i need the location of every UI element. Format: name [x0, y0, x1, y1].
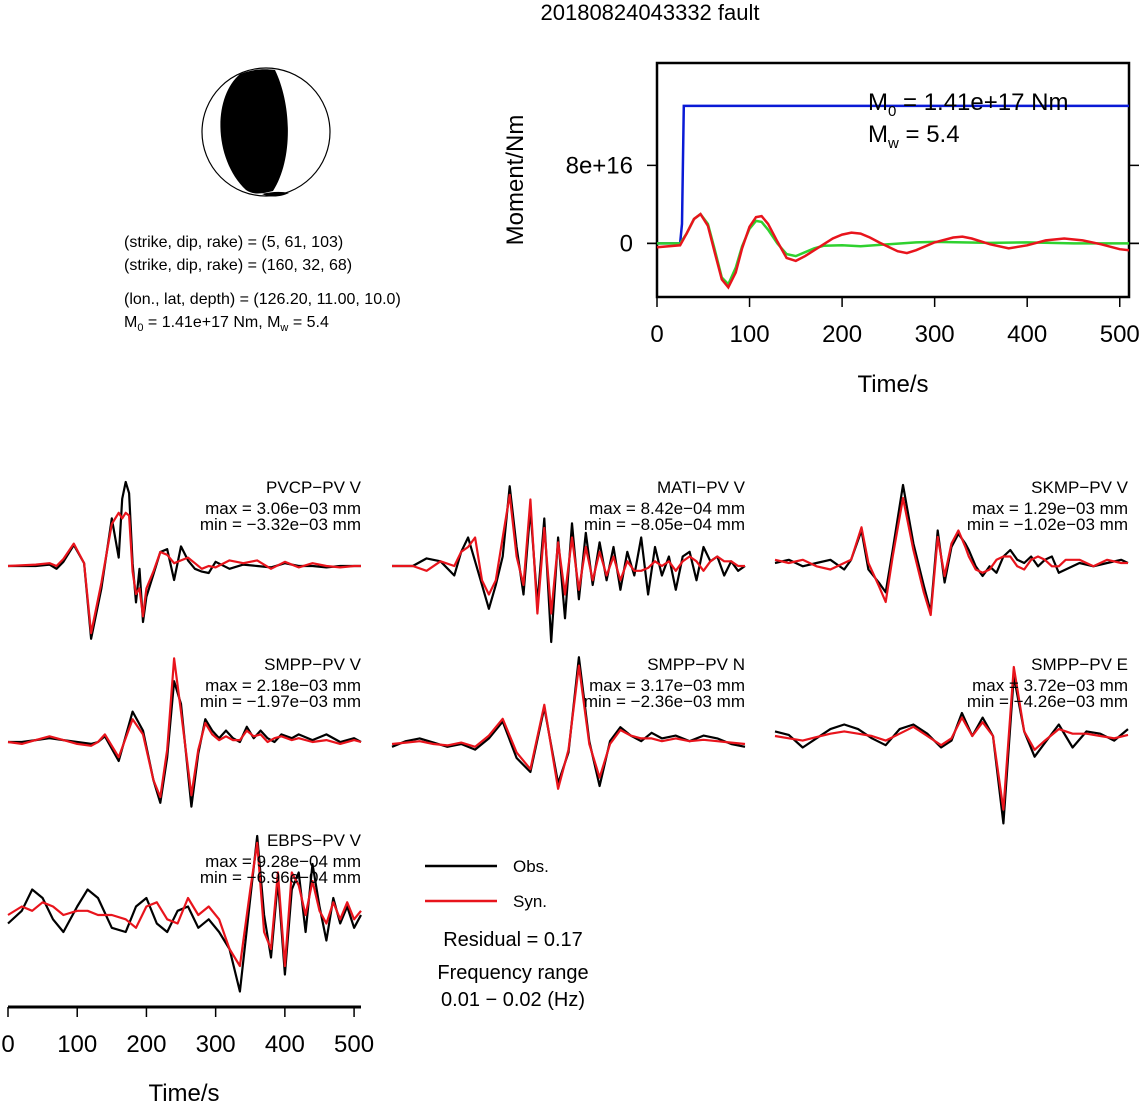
moment-text-m: M — [124, 314, 137, 331]
moment-xtick-label: 200 — [822, 321, 862, 348]
station-label: SMPP−PV V — [264, 655, 362, 674]
waveform-xtick-label: 300 — [196, 1031, 236, 1058]
waveform-xtick-label: 200 — [126, 1031, 166, 1058]
moment-series-group — [656, 104, 1130, 290]
freq-range-title: Frequency range — [437, 962, 588, 984]
moment-m0-annotation: M0 = 1.41e+17 Nm — [868, 89, 1068, 120]
plane2-text: (strike, dip, rake) = (160, 32, 68) — [124, 257, 352, 274]
residual-text: Residual = 0.17 — [443, 929, 583, 951]
legend: Obs. Syn. Residual = 0.17 Frequency rang… — [425, 857, 589, 1011]
station-label: SMPP−PV N — [647, 655, 745, 674]
station-label: SMPP−PV E — [1031, 655, 1128, 674]
moment-text: M0 = 1.41e+17 Nm, Mw = 5.4 — [124, 314, 329, 334]
moment-text-subw: w — [279, 322, 288, 334]
moment-axes-group: 0 8e+16 0 100 200 300 400 500 — [566, 152, 1140, 348]
moment-ytick-label: 0 — [620, 230, 633, 257]
max-amplitude-label: max = 8.42e−04 mm — [589, 499, 745, 518]
min-amplitude-label: min = −8.05e−04 mm — [584, 515, 745, 534]
m0-annotation-m: M — [868, 89, 888, 116]
moment-series-blue — [657, 104, 1129, 245]
synthetic-trace — [774, 496, 1128, 617]
max-amplitude-label: max = 9.28e−04 mm — [205, 852, 361, 871]
beachball — [201, 67, 331, 197]
min-amplitude-label: min = −4.26e−03 mm — [967, 692, 1128, 711]
m0-annotation-value: = 1.41e+17 Nm — [896, 89, 1068, 116]
moment-text-value: = 1.41e+17 Nm, M — [143, 314, 280, 331]
synthetic-trace — [391, 664, 746, 790]
max-amplitude-label: max = 3.72e−03 mm — [972, 676, 1128, 695]
m0-annotation-sub: 0 — [888, 103, 896, 120]
min-amplitude-label: min = −1.97e−03 mm — [200, 692, 361, 711]
moment-ylabel: Moment/Nm — [502, 115, 529, 246]
moment-plot-frame — [655, 61, 1131, 299]
moment-series-red — [656, 212, 1130, 290]
waveform-xtick-label: 500 — [334, 1031, 374, 1058]
min-amplitude-label: min = −1.02e−03 mm — [967, 515, 1128, 534]
observed-trace — [392, 485, 746, 644]
mw-annotation-value: = 5.4 — [899, 121, 960, 148]
observed-trace — [391, 656, 746, 788]
synthetic-trace — [7, 511, 361, 635]
station-label: EBPS−PV V — [267, 831, 362, 850]
station-label: MATI−PV V — [657, 478, 746, 497]
max-amplitude-label: max = 1.29e−03 mm — [972, 499, 1128, 518]
figure-title: 20180824043332 fault — [541, 0, 760, 25]
station-label: SKMP−PV V — [1031, 478, 1129, 497]
max-amplitude-label: max = 2.18e−03 mm — [205, 676, 361, 695]
moment-xtick-label: 500 — [1100, 321, 1140, 348]
legend-syn-label: Syn. — [513, 892, 547, 911]
focal-info: (strike, dip, rake) = (5, 61, 103) (stri… — [124, 234, 401, 334]
waveform-time-axis: Time/s 0 100 200 300 400 500 — [1, 1005, 374, 1104]
synthetic-trace — [774, 665, 1129, 811]
moment-xtick-label: 400 — [1007, 321, 1047, 348]
moment-xtick-label: 300 — [915, 321, 955, 348]
moment-xlabel: Time/s — [857, 371, 928, 398]
beachball-compressional-sliver — [262, 191, 289, 197]
moment-function-plot: 08e+160 100 200 300 400 500 Moment/Nm Time/s … — [502, 61, 1140, 398]
plane1-text: (strike, dip, rake) = (5, 61, 103) — [124, 234, 343, 251]
synthetic-trace — [7, 657, 362, 799]
moment-ytick-label: 8e+16 — [566, 152, 633, 179]
location-text: (lon., lat, depth) = (126.20, 11.00, 10.… — [124, 291, 401, 308]
max-amplitude-label: max = 3.17e−03 mm — [589, 676, 745, 695]
synthetic-trace — [392, 493, 745, 615]
min-amplitude-label: min = −2.36e−03 mm — [584, 692, 745, 711]
observed-trace — [7, 834, 362, 993]
max-amplitude-label: max = 3.06e−03 mm — [205, 499, 361, 518]
waveform-xtick-label: 0 — [1, 1031, 14, 1058]
moment-xtick-label: 0 — [650, 321, 663, 348]
moment-text-mw: = 5.4 — [288, 314, 329, 331]
waveform-xtick-label: 400 — [265, 1031, 305, 1058]
moment-mw-annotation: Mw = 5.4 — [868, 121, 960, 152]
observed-trace — [774, 675, 1129, 825]
moment-xtick-label: 100 — [730, 321, 770, 348]
synthetic-trace — [7, 841, 362, 968]
mw-annotation-sub: w — [887, 135, 899, 152]
min-amplitude-label: min = −3.32e−03 mm — [200, 515, 361, 534]
waveform-xlabel: Time/s — [148, 1080, 219, 1104]
moment-text-sub0: 0 — [137, 322, 143, 334]
mw-annotation-m: M — [868, 121, 888, 148]
legend-obs-label: Obs. — [513, 857, 549, 876]
beachball-compressional-quadrant — [220, 69, 288, 194]
min-amplitude-label: min = −6.96e−04 mm — [200, 868, 361, 887]
station-label: PVCP−PV V — [266, 478, 362, 497]
waveform-xtick-label: 100 — [57, 1031, 97, 1058]
freq-range-value: 0.01 − 0.02 (Hz) — [441, 989, 585, 1011]
